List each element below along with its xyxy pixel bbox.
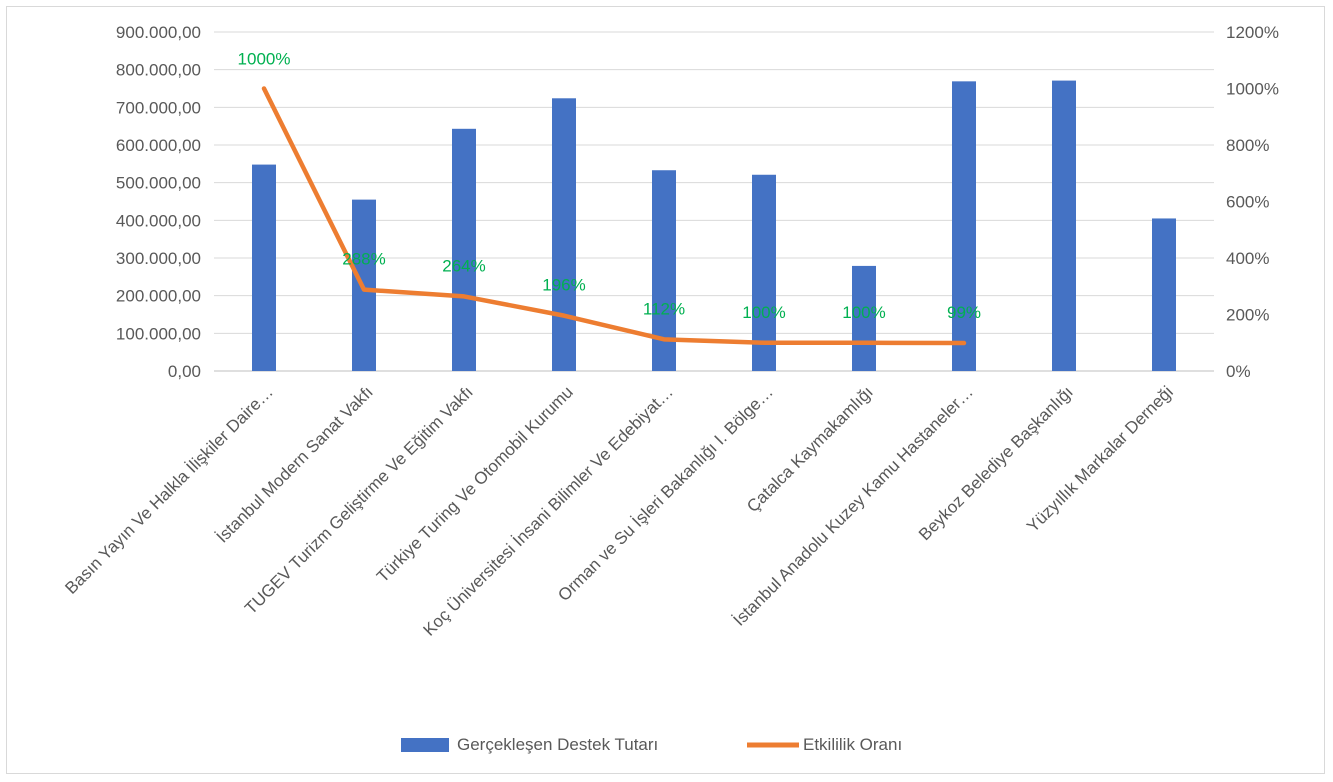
line-data-label: 1000%	[238, 50, 291, 69]
line-data-label: 100%	[742, 303, 785, 322]
right-tick-label: 600%	[1226, 193, 1269, 212]
line-data-label: 196%	[542, 276, 585, 295]
category-label: Türkiye Turing Ve Otomobil Kurumu	[373, 382, 577, 586]
right-tick-label: 400%	[1226, 249, 1269, 268]
right-tick-label: 800%	[1226, 136, 1269, 155]
bar	[252, 164, 276, 371]
bar	[852, 265, 876, 371]
data-labels-layer: 1000% 288% 264% 196% 112% 100% 100% 99%	[238, 50, 981, 323]
line-data-label: 112%	[643, 299, 685, 318]
category-label: Basın Yayın Ve Halkla İlişkiler Daire…	[61, 382, 276, 597]
category-labels-layer: Basın Yayın Ve Halkla İlişkiler Daire…İs…	[61, 382, 1176, 639]
line-data-label: 99%	[947, 303, 981, 322]
legend-bar-label: Gerçekleşen Destek Tutarı	[457, 735, 658, 754]
left-tick-label: 600.000,00	[116, 136, 201, 155]
left-tick-label: 100.000,00	[116, 324, 201, 343]
chart-frame: 0,00 100.000,00 200.000,00 300.000,00 400.00…	[6, 6, 1325, 774]
chart-svg: 0,00 100.000,00 200.000,00 300.000,00 400.00…	[61, 23, 1279, 754]
left-tick-label: 0,00	[168, 362, 201, 381]
left-tick-label: 300.000,00	[116, 249, 201, 268]
left-tick-label: 800.000,00	[116, 61, 201, 80]
line-data-label: 100%	[842, 303, 885, 322]
grid-layer	[214, 31, 1214, 372]
right-tick-label: 0%	[1226, 362, 1251, 381]
right-axis-ticks: 0% 200% 400% 600% 800% 1000% 1200%	[1226, 23, 1279, 381]
left-tick-label: 500.000,00	[116, 174, 201, 193]
right-tick-label: 200%	[1226, 306, 1269, 325]
left-tick-label: 700.000,00	[116, 98, 201, 117]
category-label: Orman ve Su İşleri Bakanlığı I. Bölge…	[554, 382, 777, 605]
left-axis-ticks: 0,00 100.000,00 200.000,00 300.000,00 400.00…	[116, 23, 201, 381]
legend-line-label: Etkililik Oranı	[803, 735, 902, 754]
bar	[752, 174, 776, 371]
legend-bar-swatch	[401, 738, 449, 752]
category-label: TUGEV Turizm Geliştirme Ve Eğitim Vakfı	[241, 382, 477, 618]
bar	[1052, 80, 1076, 371]
left-tick-label: 200.000,00	[116, 287, 201, 306]
bar	[452, 128, 476, 371]
bar	[952, 81, 976, 372]
bar	[552, 98, 576, 371]
bars-layer	[252, 80, 1176, 372]
left-tick-label: 900.000,00	[116, 23, 201, 42]
line-series	[261, 86, 967, 346]
left-tick-label: 400.000,00	[116, 211, 201, 230]
right-tick-label: 1200%	[1226, 23, 1279, 42]
line-layer	[261, 86, 967, 346]
line-data-label: 288%	[342, 250, 385, 269]
category-label: İstanbul Modern Sanat Vakfı	[213, 382, 377, 546]
line-data-label: 264%	[442, 256, 485, 275]
right-tick-label: 1000%	[1226, 80, 1279, 99]
bar	[1152, 218, 1176, 371]
legend: Gerçekleşen Destek Tutarı Etkililik Oran…	[401, 735, 902, 754]
